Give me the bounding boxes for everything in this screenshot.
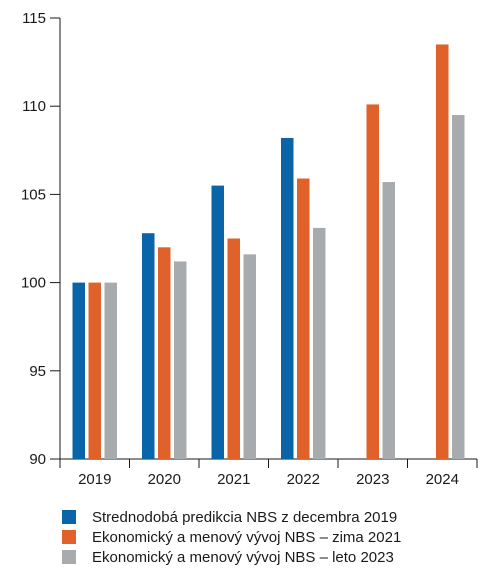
legend: Strednodobá predikcia NBS z decembra 201… (62, 509, 401, 566)
x-tick-label: 2021 (217, 471, 250, 488)
y-axis: 90 95 100 105 110 115 (21, 10, 61, 468)
bar-2019-series-3 (104, 282, 117, 459)
bar-2023-series-2 (366, 104, 379, 459)
x-tick-label: 2024 (426, 471, 459, 488)
legend-label: Strednodobá predikcia NBS z decembra 201… (92, 509, 397, 526)
bar-2023-series-3 (382, 182, 395, 459)
x-tick-label: 2023 (356, 471, 389, 488)
bar-2022-series-2 (297, 178, 310, 460)
bar-2021-series-2 (227, 238, 240, 459)
x-axis: 2019 2020 2021 2022 2023 2024 (59, 458, 478, 488)
y-tick-label: 110 (22, 98, 46, 115)
bar-2024-series-2 (436, 44, 449, 460)
legend-swatch (62, 550, 76, 564)
bar-2022-series-1 (281, 137, 294, 459)
legend-swatch (62, 510, 76, 524)
bars (72, 44, 465, 460)
bar-2019-series-1 (72, 282, 85, 459)
legend-label: Ekonomický a menový vývoj NBS – zima 202… (92, 529, 401, 546)
y-tick-label: 95 (29, 363, 46, 380)
y-tick-label: 100 (21, 275, 46, 292)
y-tick-label: 90 (29, 451, 46, 468)
legend-swatch (62, 530, 76, 544)
bar-2020-series-1 (142, 233, 155, 459)
bar-2021-series-3 (243, 254, 256, 459)
bar-2019-series-2 (88, 282, 101, 459)
legend-label: Ekonomický a menový vývoj NBS – leto 202… (92, 549, 394, 566)
x-tick-label: 2022 (287, 471, 320, 488)
y-tick-label: 105 (21, 186, 46, 203)
bar-2020-series-3 (174, 261, 187, 459)
y-tick-label: 115 (22, 10, 46, 27)
bar-2020-series-2 (158, 247, 171, 459)
x-tick-label: 2020 (148, 471, 181, 488)
x-tick-label: 2019 (78, 471, 111, 488)
bar-2021-series-1 (211, 185, 224, 459)
bar-2024-series-3 (452, 115, 465, 460)
bar-2022-series-3 (313, 227, 326, 459)
